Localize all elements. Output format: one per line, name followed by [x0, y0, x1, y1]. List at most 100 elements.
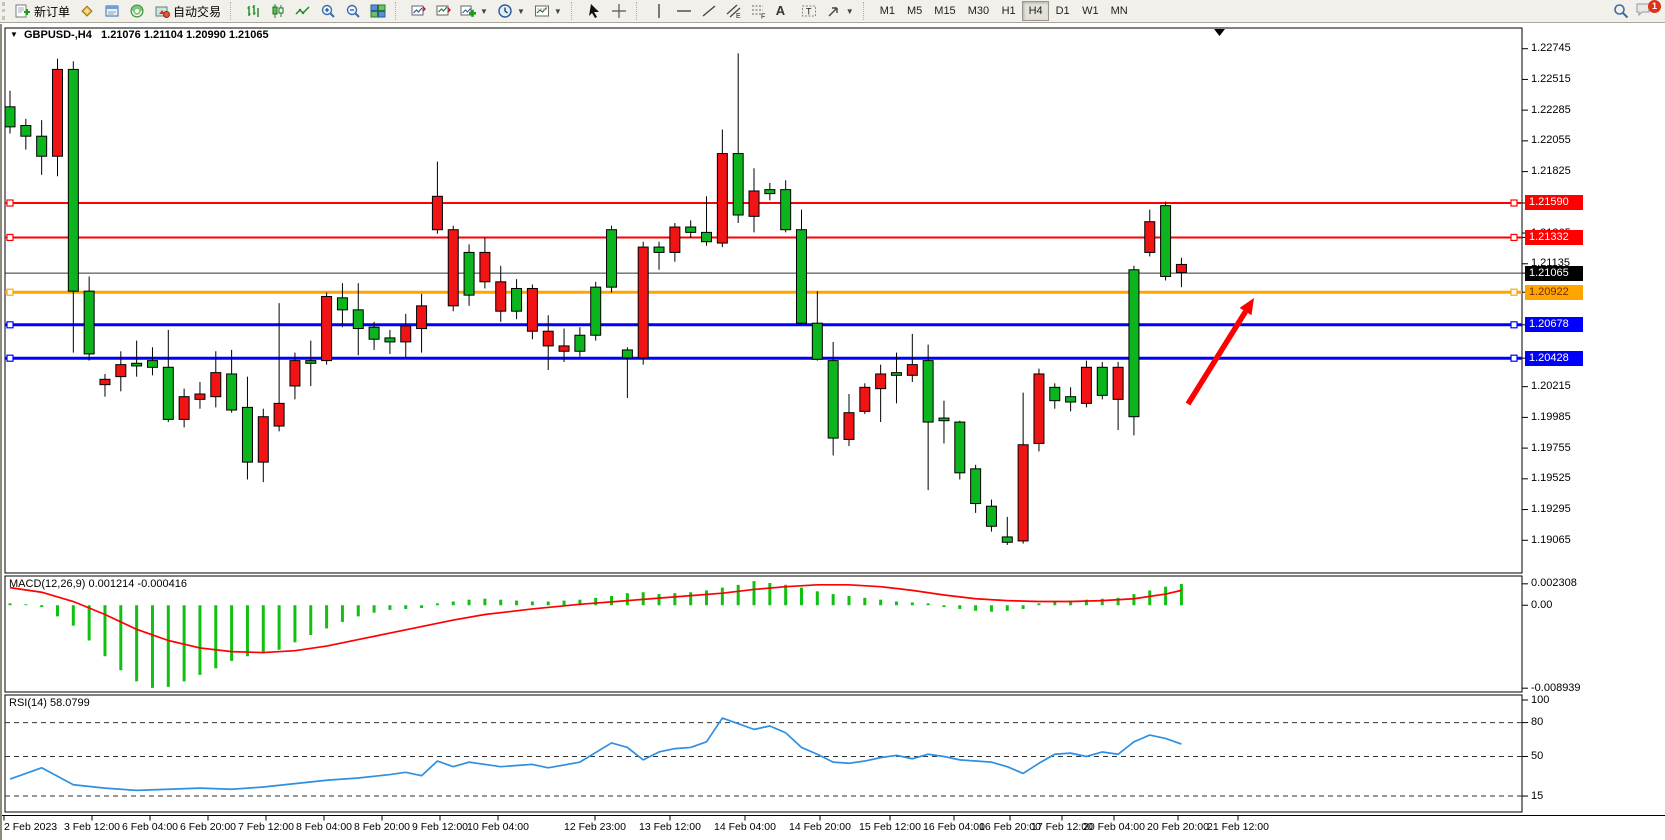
text-label-button[interactable]: T: [797, 1, 821, 21]
timeframe-button-m15[interactable]: M15: [928, 1, 961, 21]
rsi-tick-label: 100: [1531, 693, 1550, 706]
fibonacci-button[interactable]: F: [747, 1, 771, 21]
bull-candle: [653, 246, 665, 253]
trendline-button[interactable]: [697, 1, 721, 21]
bull-candle: [1096, 366, 1108, 396]
macd-tick-label: 0.002308: [1531, 577, 1577, 590]
line-handle[interactable]: [6, 233, 14, 242]
tile-windows-button[interactable]: [366, 1, 390, 21]
price-badge: 1.20678: [1525, 317, 1583, 333]
zoom-in-button[interactable]: [316, 1, 340, 21]
horizontal-line-object[interactable]: [5, 199, 1522, 207]
chart-window[interactable]: ▼ GBPUSD-,H4 1.21076 1.21104 1.20990 1.2…: [0, 24, 1665, 840]
horizontal-line-object[interactable]: [5, 354, 1522, 362]
bear-candle: [178, 396, 190, 420]
line-handle[interactable]: [1510, 288, 1518, 296]
bull-candle: [1160, 205, 1172, 277]
template-button[interactable]: ▼: [530, 1, 566, 21]
time-axis-label: 17 Feb 12:00: [1031, 821, 1093, 833]
chart-bars-button[interactable]: [241, 1, 265, 21]
bull-candle: [67, 68, 79, 292]
bull-candle: [890, 372, 902, 376]
red-arrow-annotation[interactable]: [1185, 298, 1254, 406]
data-window-button[interactable]: [100, 1, 124, 21]
chart-title: ▼ GBPUSD-,H4 1.21076 1.21104 1.20990 1.2…: [10, 29, 269, 41]
market-watch-button[interactable]: [75, 1, 99, 21]
chevron-down-icon[interactable]: ▼: [10, 30, 18, 39]
bull-candle: [954, 421, 966, 474]
crosshair-button[interactable]: [607, 1, 631, 21]
timeframe-button-mn[interactable]: MN: [1105, 1, 1134, 21]
bull-candle: [162, 366, 174, 420]
macd-histogram: [8, 581, 1183, 688]
arrows-button[interactable]: ▼: [822, 1, 858, 21]
time-axis-label: 14 Feb 04:00: [714, 821, 776, 833]
timeframe-button-w1[interactable]: W1: [1076, 1, 1105, 21]
new-chart-button[interactable]: ▼: [456, 1, 492, 21]
horizontal-line-button[interactable]: [672, 1, 696, 21]
price-badge: 1.21590: [1525, 195, 1583, 211]
toolbar-separator: [395, 2, 402, 20]
bull-candle: [606, 229, 618, 288]
bear-candle: [431, 195, 443, 231]
price-tick-label: 1.22745: [1531, 42, 1571, 55]
horizontal-line-object[interactable]: [5, 321, 1522, 329]
macd-tick-label: -0.008939: [1531, 681, 1581, 694]
timeframe-button-m5[interactable]: M5: [901, 1, 928, 21]
timeframe-toolbar: M1 M5 M15 M30 H1 H4 D1 W1 MN: [874, 1, 1134, 21]
channel-button[interactable]: E: [722, 1, 746, 21]
price-tick-label: 1.22515: [1531, 72, 1571, 85]
timeframe-button-m30[interactable]: M30: [962, 1, 995, 21]
chart-line-button[interactable]: [291, 1, 315, 21]
line-handle[interactable]: [1510, 199, 1518, 207]
line-handle[interactable]: [6, 321, 14, 329]
new-order-button[interactable]: 新订单: [11, 1, 74, 21]
zoom-out-button[interactable]: [341, 1, 365, 21]
vertical-line-icon: [658, 4, 660, 18]
bear-candle: [716, 153, 728, 244]
bull-candle: [83, 290, 95, 355]
navigator-button[interactable]: [125, 1, 149, 21]
line-handle[interactable]: [1510, 321, 1518, 329]
bull-candle: [1128, 269, 1140, 418]
notifications-button[interactable]: 1: [1635, 0, 1661, 21]
line-handle[interactable]: [1510, 233, 1518, 242]
bear-candle: [495, 281, 507, 312]
timeframe-button-h4[interactable]: H4: [1022, 1, 1050, 21]
horizontal-line-icon: [676, 10, 691, 12]
line-handle[interactable]: [6, 354, 14, 362]
chart-shift-marker[interactable]: [1214, 29, 1225, 36]
toolbar-grip[interactable]: [2, 2, 7, 20]
horizontal-line-object[interactable]: [5, 233, 1522, 242]
price-tick-label: 1.19755: [1531, 441, 1571, 454]
bear-candle: [321, 295, 333, 362]
new-chart-icon: [460, 5, 477, 17]
bull-candle: [621, 349, 633, 359]
timeframe-button-m1[interactable]: M1: [874, 1, 901, 21]
time-axis[interactable]: 2 Feb 2023 3 Feb 12:00 6 Feb 04:00 6 Feb 20…: [2, 818, 1665, 840]
auto-trading-icon: [155, 6, 171, 18]
timeframe-button-d1[interactable]: D1: [1049, 1, 1076, 21]
price-tick-label: 1.21825: [1531, 165, 1571, 178]
search-icon[interactable]: [1613, 3, 1629, 19]
cascade-windows-button[interactable]: [406, 1, 430, 21]
chart-candles-button[interactable]: [266, 1, 290, 21]
bull-candle: [146, 360, 158, 368]
vertical-line-button[interactable]: [647, 1, 671, 21]
bear-candle: [1175, 263, 1187, 273]
bear-candle: [447, 229, 459, 307]
line-handle[interactable]: [6, 288, 14, 296]
cursor-button[interactable]: [582, 1, 606, 21]
timeframe-button-h1[interactable]: H1: [995, 1, 1022, 21]
tile-vertical-button[interactable]: [431, 1, 455, 21]
line-handle[interactable]: [6, 199, 14, 207]
period-button[interactable]: ▼: [493, 1, 529, 21]
price-axis[interactable]: 1.22745 1.22515 1.22285 1.22055 1.21825 1.213…: [1522, 24, 1665, 816]
line-handle[interactable]: [1510, 354, 1518, 362]
auto-trading-button[interactable]: 自动交易: [150, 1, 225, 21]
horizontal-line-object[interactable]: [5, 288, 1522, 296]
text-button[interactable]: A: [772, 1, 796, 21]
bear-candle: [479, 251, 491, 283]
time-axis-label: 8 Feb 20:00: [353, 821, 411, 833]
